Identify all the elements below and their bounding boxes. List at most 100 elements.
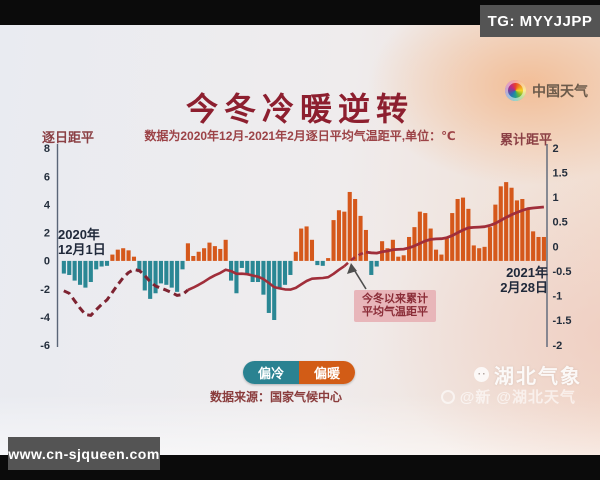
daily-anomaly-bar [196, 251, 201, 261]
left-axis-tick: 6 [44, 171, 50, 183]
wechat-icon [474, 367, 489, 382]
daily-anomaly-bar [153, 260, 158, 294]
daily-anomaly-bar [541, 236, 546, 261]
daily-anomaly-bar [266, 260, 271, 313]
daily-anomaly-bar [531, 231, 536, 261]
right-axis-title: 累计距平 [499, 132, 552, 147]
page-subtitle: 数据为2020年12月-2021年2月逐日平均气温距平,单位：℃ [144, 129, 456, 143]
daily-anomaly-bar [212, 246, 217, 261]
daily-anomaly-bar [342, 211, 347, 261]
daily-anomaly-bar [471, 245, 476, 261]
daily-anomaly-bar [185, 243, 190, 261]
daily-anomaly-bar [277, 260, 282, 288]
daily-anomaly-bar [223, 239, 228, 261]
daily-anomaly-bar [234, 260, 239, 294]
daily-anomaly-bar [482, 246, 487, 261]
china-weather-logo: 中国天气 [505, 80, 588, 101]
daily-anomaly-bar [520, 198, 525, 261]
daily-anomaly-bar [331, 220, 336, 261]
daily-anomaly-bar [444, 238, 449, 261]
cumulative-anomaly-line [343, 250, 367, 268]
daily-anomaly-bar [218, 248, 223, 261]
daily-anomaly-bar [401, 255, 406, 261]
start-date-day: 12月1日 [58, 242, 106, 257]
logo-label: 中国天气 [532, 82, 588, 99]
left-axis-title: 逐日距平 [42, 130, 95, 145]
daily-anomaly-bar [99, 260, 104, 267]
weather-swirl-icon [505, 80, 526, 101]
end-date-day: 2月28日 [500, 280, 548, 295]
daily-anomaly-bar [72, 260, 77, 281]
right-axis-tick: 1 [553, 192, 559, 204]
daily-anomaly-bar [67, 260, 72, 275]
daily-anomaly-bar [504, 182, 509, 261]
cumulative-anomaly-line [187, 265, 346, 292]
legend-cold: 偏冷 [243, 361, 299, 384]
daily-anomaly-bar [353, 198, 358, 261]
daily-anomaly-bar [83, 260, 88, 288]
daily-anomaly-bar [94, 260, 99, 270]
weibo-icon [440, 389, 455, 404]
daily-anomaly-bar [131, 256, 137, 261]
right-axis-tick: -2 [553, 340, 563, 352]
daily-anomaly-bar [417, 211, 422, 261]
daily-anomaly-bar [509, 187, 514, 261]
daily-anomaly-bar [202, 248, 207, 261]
daily-anomaly-bar [245, 260, 250, 274]
daily-anomaly-bar [363, 229, 368, 261]
left-axis-tick: 4 [44, 199, 51, 211]
daily-anomaly-bar [498, 186, 503, 261]
left-axis-tick: -6 [40, 340, 50, 352]
page-title: 今冬冷暖逆转 [185, 91, 414, 127]
daily-anomaly-bar [137, 260, 142, 273]
daily-anomaly-bar [180, 260, 185, 270]
daily-anomaly-bar [299, 228, 304, 261]
daily-anomaly-bar [191, 255, 196, 261]
right-axis-tick: 1.5 [553, 167, 568, 179]
watermark-hubei-weather: 湖北气象 [474, 360, 582, 389]
daily-anomaly-bar [369, 260, 374, 275]
right-axis-tick: -1.5 [553, 315, 572, 327]
end-date-year: 2021年 [506, 265, 548, 280]
daily-anomaly-bar [207, 242, 212, 261]
daily-anomaly-bar [164, 260, 169, 285]
left-axis-tick: 2 [44, 228, 50, 240]
watermark-handles: @新 @湖北天气 [440, 386, 576, 407]
daily-anomaly-bar [423, 213, 428, 261]
daily-anomaly-bar [315, 260, 320, 266]
daily-anomaly-bar [455, 198, 460, 261]
daily-anomaly-bar [347, 191, 352, 261]
daily-anomaly-bar [493, 204, 498, 261]
daily-anomaly-bar [115, 249, 120, 261]
daily-anomaly-bar [304, 226, 309, 261]
daily-anomaly-bar [282, 260, 288, 285]
daily-anomaly-bar [250, 260, 255, 283]
daily-anomaly-bar [104, 260, 110, 266]
cumulative-anomaly-line [63, 268, 189, 317]
site-url-badge: www.cn-sjqueen.com [8, 437, 160, 470]
watermark-handle-partial: @新 [459, 389, 492, 406]
daily-anomaly-bar [61, 260, 66, 274]
daily-anomaly-bar [487, 227, 493, 261]
daily-anomaly-bar [121, 248, 126, 261]
cumulative-anomaly-line [365, 205, 545, 255]
daily-anomaly-bar [142, 260, 147, 291]
left-axis-tick: 8 [44, 143, 50, 155]
daily-anomaly-bar [326, 258, 331, 261]
left-axis-tick: -4 [40, 312, 51, 324]
tg-badge: TG: MYYJJPP [480, 5, 600, 37]
daily-anomaly-bar [514, 200, 519, 261]
annotation-box: 今冬以来累计 平均气温距平 [354, 290, 436, 322]
daily-anomaly-bar [525, 208, 530, 261]
start-date-year: 2020年 [58, 227, 100, 242]
daily-anomaly-bar [320, 260, 325, 266]
daily-anomaly-bar [239, 260, 244, 268]
start-date-label: 2020年 12月1日 [58, 227, 106, 257]
right-axis-tick: 0 [553, 241, 559, 253]
annotation-line-2: 平均气温距平 [362, 306, 428, 318]
legend-warm: 偏暖 [299, 361, 355, 384]
right-axis-tick: 0.5 [553, 217, 568, 229]
daily-anomaly-bar [439, 254, 444, 261]
